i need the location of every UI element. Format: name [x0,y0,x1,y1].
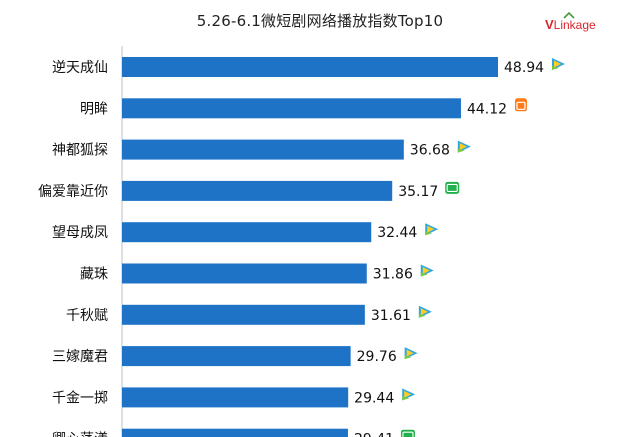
bar-9 [122,387,349,408]
tencent-video-icon [402,388,416,401]
bar-5 [122,222,372,243]
category-label: 千秋赋 [66,308,108,324]
chart-title: 5.26-6.1微短剧网络播放指数Top10 [196,12,444,30]
category-label: 卿心荡漾 [52,431,108,437]
category-label: 千金一掷 [52,390,108,406]
bar-7 [122,304,365,325]
bar-6 [122,263,367,284]
bar-3 [122,139,404,160]
value-label: 31.86 [373,267,413,283]
tencent-video-icon [404,347,418,360]
mango-tv-icon [514,98,527,112]
bar-4 [122,180,393,201]
bar-2 [122,98,461,119]
value-label: 36.68 [410,143,450,159]
bar-1 [122,57,498,77]
vlinkage-logo: VLinkage [545,11,613,34]
value-label: 32.44 [377,225,417,241]
value-label: 44.12 [467,101,507,117]
iqiyi-icon [445,181,460,194]
bar-10 [122,428,348,437]
house-roof-icon [563,11,575,19]
brand-initial: V [545,17,554,32]
value-label: 35.17 [398,184,438,200]
value-label: 29.76 [357,349,397,365]
category-label: 神都狐探 [52,143,108,159]
tencent-video-icon [420,264,434,277]
value-label: 29.41 [354,432,394,437]
tencent-video-icon [552,58,565,70]
tencent-video-icon [425,223,439,236]
category-label: 偏爱靠近你 [38,184,108,200]
category-label: 逆天成仙 [52,60,108,76]
value-label: 29.44 [354,390,394,406]
category-label: 望母成凤 [52,225,108,241]
brand-rest: Linkage [553,18,596,32]
category-label: 藏珠 [80,267,108,283]
category-label: 三嫁魔君 [52,349,108,365]
iqiyi-icon [400,429,415,437]
tencent-video-icon [418,305,432,318]
category-label: 明眸 [80,100,108,117]
bar-8 [122,346,351,367]
value-label: 48.94 [504,60,544,76]
value-label: 31.61 [371,308,411,324]
tencent-video-icon [457,140,471,153]
